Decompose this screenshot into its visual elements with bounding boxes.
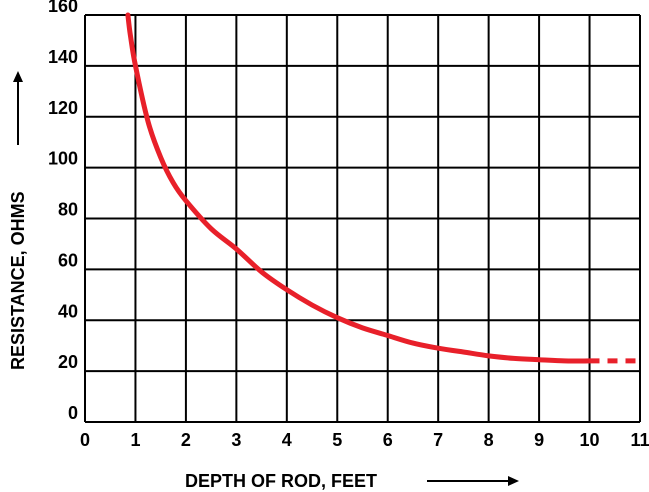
- x-tick-label: 0: [80, 430, 90, 450]
- x-tick-label: 9: [534, 430, 544, 450]
- y-tick-label: 100: [48, 149, 78, 169]
- y-tick-label: 160: [48, 0, 78, 16]
- chart-grid: [84, 14, 641, 423]
- x-tick-labels: 0 1 2 3 4 5 6 7 8 9 10 11: [80, 430, 649, 450]
- y-tick-label: 60: [58, 250, 78, 270]
- y-tick-label: 120: [48, 98, 78, 118]
- y-axis-title: RESISTANCE, OHMS: [8, 191, 28, 370]
- x-axis-arrow: [427, 476, 519, 486]
- resistance-curve: [125, 12, 592, 364]
- x-tick-label: 11: [630, 430, 649, 450]
- x-tick-label: 10: [580, 430, 600, 450]
- y-tick-label: 40: [58, 301, 78, 321]
- x-tick-label: 5: [332, 430, 342, 450]
- x-tick-label: 4: [282, 430, 292, 450]
- y-tick-label: 80: [58, 200, 78, 220]
- y-tick-labels: 0 20 40 60 80 100 120 140 160: [48, 0, 78, 423]
- y-axis-arrow: [13, 71, 23, 145]
- y-tick-label: 20: [58, 352, 78, 372]
- x-tick-label: 2: [181, 430, 191, 450]
- x-tick-label: 7: [433, 430, 443, 450]
- y-tick-label: 0: [68, 403, 78, 423]
- x-tick-label: 3: [231, 430, 241, 450]
- x-tick-label: 8: [484, 430, 494, 450]
- x-axis-title: DEPTH OF ROD, FEET: [185, 471, 377, 491]
- y-tick-label: 140: [48, 47, 78, 67]
- x-tick-label: 1: [130, 430, 140, 450]
- chart-series: [125, 12, 640, 364]
- x-tick-label: 6: [383, 430, 393, 450]
